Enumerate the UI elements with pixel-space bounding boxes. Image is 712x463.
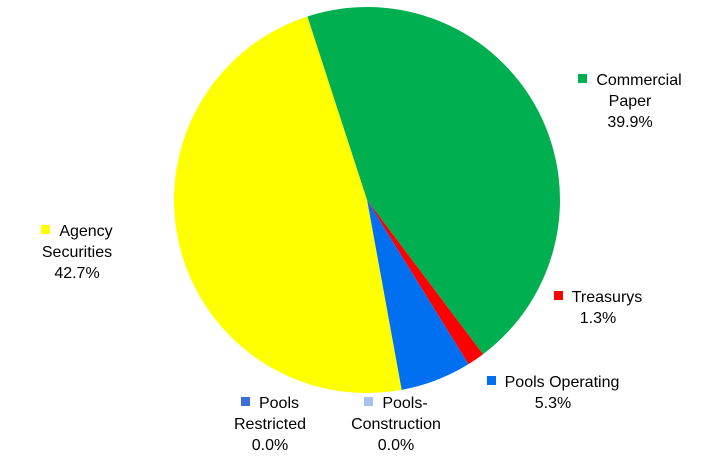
data-label: Pools Restricted 0.0% (214, 393, 326, 456)
data-label: Agency Securities 42.7% (10, 221, 144, 284)
data-label: Commercial Paper 39.9% (562, 70, 698, 133)
legend-swatch (364, 397, 374, 406)
data-label: Pools Operating 5.3% (458, 372, 648, 414)
legend-swatch (578, 74, 588, 83)
value-label: 0.0% (377, 437, 415, 454)
pie-slice (307, 7, 560, 355)
pie-slice (174, 16, 402, 393)
category-label: Pools Restricted (233, 395, 307, 433)
legend-swatch (553, 291, 563, 300)
data-label: Treasurys 1.3% (538, 287, 658, 329)
value-label: 5.3% (534, 395, 572, 412)
category-label: Pools Operating (504, 374, 620, 391)
value-label: 42.7% (54, 265, 100, 282)
data-label: Pools-Construction 0.0% (326, 393, 466, 456)
value-label: 1.3% (579, 310, 617, 327)
legend-swatch (486, 376, 496, 385)
value-label: 0.0% (251, 437, 289, 454)
legend-swatch (41, 225, 51, 234)
value-label: 39.9% (607, 114, 653, 131)
category-label: Agency Securities (41, 223, 113, 261)
pie-slice (367, 200, 484, 365)
legend-swatch (240, 397, 250, 406)
pie-slice (367, 200, 469, 390)
category-label: Pools-Construction (351, 395, 441, 433)
category-label: Treasurys (571, 289, 643, 306)
category-label: Commercial Paper (596, 72, 682, 110)
